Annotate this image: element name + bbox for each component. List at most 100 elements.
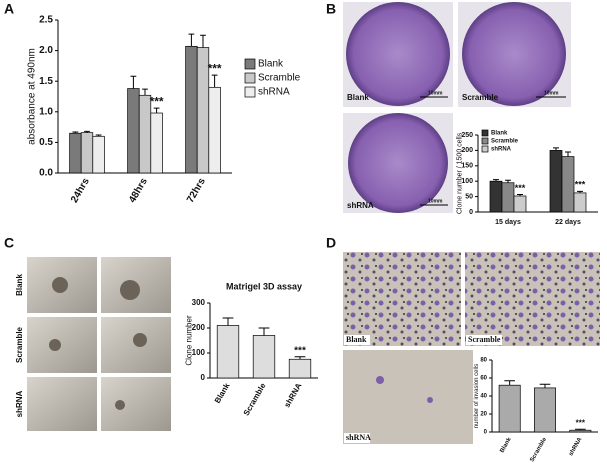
legend-swatch bbox=[244, 72, 256, 84]
y-axis-title: Clone number / 1500 cells bbox=[457, 132, 464, 214]
annotation: *** bbox=[576, 418, 586, 427]
bar bbox=[561, 156, 575, 213]
x-tick-label: 72hrs bbox=[185, 176, 208, 205]
annotation: *** bbox=[575, 180, 586, 190]
chart-title: Matrigel 3D assay bbox=[226, 281, 302, 291]
x-tick-label: 15 days bbox=[495, 219, 521, 226]
row-label: Scramble bbox=[15, 326, 24, 363]
annotation: *** bbox=[294, 345, 306, 356]
bar bbox=[69, 132, 82, 174]
y-tick-label: 80 bbox=[480, 358, 487, 364]
x-tick-label: 24hrs bbox=[69, 176, 92, 205]
y-tick-label: 1.5 bbox=[39, 76, 53, 87]
bar bbox=[573, 192, 587, 213]
bar bbox=[92, 135, 105, 174]
error-bar bbox=[517, 193, 523, 196]
bar bbox=[489, 180, 503, 213]
legend-label: Blank bbox=[491, 131, 508, 137]
y-tick-label: 20 bbox=[480, 412, 487, 418]
y-axis-title: absorbance at 490nm bbox=[27, 48, 38, 145]
y-tick-label: 0 bbox=[469, 209, 473, 216]
legend-label: shRNA bbox=[258, 87, 290, 98]
image-label: Scramble bbox=[462, 93, 499, 102]
y-tick-label: 0 bbox=[484, 430, 488, 436]
gel-photos bbox=[27, 257, 171, 431]
y-tick-label: 300 bbox=[192, 298, 206, 307]
error-bar bbox=[84, 130, 90, 133]
error-bar bbox=[565, 151, 571, 157]
bar bbox=[216, 325, 240, 379]
x-tick-label: shRNA bbox=[568, 436, 584, 457]
error-bar bbox=[575, 428, 586, 431]
dish-photos bbox=[343, 2, 571, 213]
error-bar bbox=[211, 74, 218, 88]
bar bbox=[288, 358, 312, 379]
scale-label: 10mm bbox=[428, 90, 443, 96]
bar bbox=[252, 335, 276, 379]
bar bbox=[185, 45, 198, 174]
y-tick-label: 200 bbox=[192, 323, 206, 332]
y-axis-title: Clone number bbox=[184, 315, 193, 366]
error-bar bbox=[142, 88, 148, 96]
legend-label: shRNA bbox=[491, 147, 512, 153]
x-tick-label: 48hrs bbox=[127, 176, 150, 205]
legend-label: Scramble bbox=[491, 139, 519, 145]
y-tick-label: 100 bbox=[461, 178, 473, 185]
y-tick-label: 150 bbox=[461, 163, 473, 170]
legend-swatch bbox=[244, 58, 256, 70]
y-tick-label: 60 bbox=[480, 376, 487, 382]
error-bar bbox=[577, 190, 583, 193]
y-tick-label: 250 bbox=[461, 132, 473, 139]
panel-label: D bbox=[326, 235, 336, 251]
error-bar bbox=[188, 33, 195, 47]
error-bar bbox=[200, 34, 206, 48]
y-tick-label: 200 bbox=[461, 147, 473, 154]
y-tick-label: 0 bbox=[201, 373, 206, 382]
bar bbox=[150, 112, 163, 174]
bar bbox=[513, 195, 527, 213]
image-label: Blank bbox=[347, 93, 369, 102]
bar bbox=[208, 86, 221, 174]
panel-label: B bbox=[326, 1, 336, 17]
bar bbox=[501, 182, 515, 213]
error-bar bbox=[95, 134, 102, 137]
legend-swatch bbox=[481, 145, 489, 153]
legend-label: Scramble bbox=[258, 73, 301, 84]
legend-swatch bbox=[244, 86, 256, 98]
y-tick-label: 1.0 bbox=[39, 106, 53, 117]
error-bar bbox=[130, 75, 137, 89]
panel-label: A bbox=[4, 1, 14, 17]
x-tick-label: Scramble bbox=[529, 436, 548, 463]
y-tick-label: 0.0 bbox=[39, 168, 53, 179]
invasion-photos bbox=[343, 252, 600, 444]
legend-label: Blank bbox=[258, 59, 284, 70]
y-axis-title: number of invasion cells bbox=[474, 364, 480, 428]
bar bbox=[569, 429, 592, 433]
row-label: Blank bbox=[15, 274, 24, 296]
x-tick-label: Blank bbox=[499, 436, 513, 454]
annotation: *** bbox=[515, 183, 526, 193]
y-tick-label: 0.5 bbox=[39, 137, 53, 148]
error-bar bbox=[222, 317, 234, 326]
x-tick-label: Scramble bbox=[242, 381, 268, 417]
image-label: shRNA bbox=[346, 433, 371, 442]
image-label: Scramble bbox=[468, 335, 501, 344]
image-label: shRNA bbox=[347, 201, 374, 210]
scale-label: 10mm bbox=[544, 90, 559, 96]
error-bar bbox=[553, 147, 559, 151]
bar bbox=[80, 132, 94, 174]
annotation: *** bbox=[208, 61, 222, 75]
error-bar bbox=[153, 107, 160, 114]
y-tick-label: 40 bbox=[480, 394, 487, 400]
x-tick-label: Blank bbox=[213, 381, 232, 405]
error-bar bbox=[258, 327, 270, 336]
y-tick-label: 2.0 bbox=[39, 45, 53, 56]
bar bbox=[498, 384, 521, 433]
error-bar bbox=[493, 179, 499, 182]
image-label: Blank bbox=[346, 335, 367, 344]
y-tick-label: 100 bbox=[192, 348, 206, 357]
y-tick-label: 2.5 bbox=[39, 15, 53, 26]
row-label: shRNA bbox=[15, 390, 24, 417]
bar bbox=[549, 150, 563, 213]
